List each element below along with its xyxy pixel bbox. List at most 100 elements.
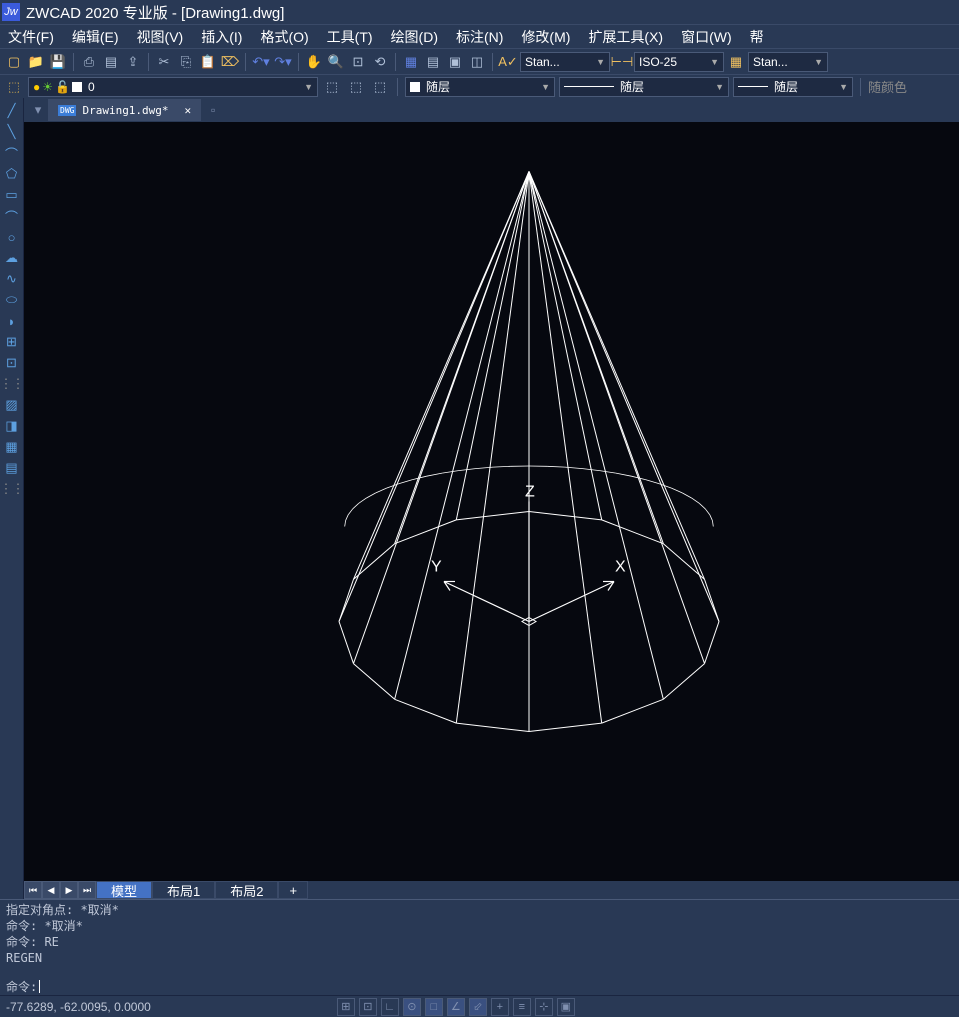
command-input[interactable]: 命令: xyxy=(0,977,959,995)
open-icon[interactable]: 📁 xyxy=(26,52,46,72)
polar-toggle-icon[interactable]: ⊙ xyxy=(403,998,421,1016)
tablestyle-icon[interactable]: ▦ xyxy=(726,52,746,72)
color-dropdown[interactable]: 随层 ▼ xyxy=(405,77,555,97)
gradient-tool-icon[interactable]: ◨ xyxy=(2,417,22,435)
calc-icon[interactable]: ▦ xyxy=(401,52,421,72)
lock-icon: 🔓 xyxy=(55,80,70,94)
tab-layout2[interactable]: 布局2 xyxy=(215,881,278,899)
sun-icon: ☀ xyxy=(42,80,53,94)
layer-manager-icon[interactable]: ⬚ xyxy=(4,77,24,97)
layer-state-icon[interactable]: ⬚ xyxy=(346,77,366,97)
scroll-last-icon[interactable]: ⏭ xyxy=(78,881,96,899)
ellipse-tool-icon[interactable]: ⬭ xyxy=(2,291,22,309)
cmd-line: REGEN xyxy=(6,950,953,966)
ellipse-arc-tool-icon[interactable]: ◗ xyxy=(2,312,22,330)
menu-tools[interactable]: 工具(T) xyxy=(327,27,373,47)
document-tab[interactable]: DWG Drawing1.dwg* ✕ xyxy=(48,99,201,121)
status-toggles: ⊞ ⊡ ∟ ⊙ □ ∠ ⬃ + ≡ ⊹ ▣ xyxy=(337,998,575,1016)
layer-iso-icon[interactable]: ⬚ xyxy=(370,77,390,97)
titlebar: Jw ZWCAD 2020 专业版 - [Drawing1.dwg] xyxy=(0,0,959,24)
spline-tool-icon[interactable]: ∿ xyxy=(2,270,22,288)
menu-edit[interactable]: 编辑(E) xyxy=(72,27,119,47)
undo-icon[interactable]: ↶▾ xyxy=(251,52,271,72)
more-icon[interactable]: ⋮⋮ xyxy=(2,480,22,498)
new-tab-button[interactable]: ▫ xyxy=(201,99,225,121)
drawing-canvas[interactable]: ZXY xyxy=(24,122,959,881)
menu-draw[interactable]: 绘图(D) xyxy=(391,27,438,47)
layer-prev-icon[interactable]: ⬚ xyxy=(322,77,342,97)
tabs-menu-icon[interactable]: ▾ xyxy=(28,100,48,120)
design-center-icon[interactable]: ▣ xyxy=(445,52,465,72)
textstyle-icon[interactable]: A✓ xyxy=(498,52,518,72)
table-tool-icon[interactable]: ▤ xyxy=(2,459,22,477)
insert-block-icon[interactable]: ⊞ xyxy=(2,333,22,351)
zoom-rt-icon[interactable]: 🔍 xyxy=(326,52,346,72)
menu-dim[interactable]: 标注(N) xyxy=(456,27,503,47)
lineweight-preview xyxy=(738,86,768,87)
toolbar-layers: ⬚ ● ☀ 🔓 0 ▼ ⬚ ⬚ ⬚ 随层 ▼ 随层 ▼ 随层 ▼ 随颜色 xyxy=(0,74,959,98)
lineweight-toggle-icon[interactable]: ≡ xyxy=(513,998,531,1016)
scroll-first-icon[interactable]: ⏮ xyxy=(24,881,42,899)
dyn-toggle-icon[interactable]: + xyxy=(491,998,509,1016)
hatch-tool-icon[interactable]: ▨ xyxy=(2,396,22,414)
xline-tool-icon[interactable]: ╲ xyxy=(2,123,22,141)
paste-icon[interactable]: 📋 xyxy=(198,52,218,72)
menu-window[interactable]: 窗口(W) xyxy=(681,27,732,47)
polyline-tool-icon[interactable]: ⌒ xyxy=(2,144,22,162)
model-toggle-icon[interactable]: ⊹ xyxy=(535,998,553,1016)
layer-dropdown[interactable]: ● ☀ 🔓 0 ▼ xyxy=(28,77,318,97)
table-style-dropdown[interactable]: Stan... ▼ xyxy=(748,52,828,72)
cycle-toggle-icon[interactable]: ▣ xyxy=(557,998,575,1016)
lineweight-dropdown[interactable]: 随层 ▼ xyxy=(733,77,853,97)
tab-model[interactable]: 模型 xyxy=(96,881,152,899)
rectangle-tool-icon[interactable]: ▭ xyxy=(2,186,22,204)
grid-toggle-icon[interactable]: ⊞ xyxy=(337,998,355,1016)
tab-add-layout[interactable]: + xyxy=(278,881,308,899)
tab-layout1[interactable]: 布局1 xyxy=(152,881,215,899)
revcloud-tool-icon[interactable]: ☁ xyxy=(2,249,22,267)
scroll-prev-icon[interactable]: ◀ xyxy=(42,881,60,899)
polygon-tool-icon[interactable]: ⬠ xyxy=(2,165,22,183)
publish-icon[interactable]: ⇪ xyxy=(123,52,143,72)
text-style-dropdown[interactable]: Stan... ▼ xyxy=(520,52,610,72)
match-icon[interactable]: ⌦ xyxy=(220,52,240,72)
make-block-icon[interactable]: ⊡ xyxy=(2,354,22,372)
copy-icon[interactable]: ⎘ xyxy=(176,52,196,72)
properties-icon[interactable]: ▤ xyxy=(423,52,443,72)
menu-format[interactable]: 格式(O) xyxy=(260,27,308,47)
app-logo-icon: Jw xyxy=(2,3,20,21)
snap-toggle-icon[interactable]: ⊡ xyxy=(359,998,377,1016)
command-area: 指定对角点: *取消* 命令: *取消* 命令: RE REGEN 命令: xyxy=(0,899,959,995)
menu-insert[interactable]: 插入(I) xyxy=(201,27,242,47)
redo-icon[interactable]: ↷▾ xyxy=(273,52,293,72)
lwt-toggle-icon[interactable]: ⬃ xyxy=(469,998,487,1016)
zoom-prev-icon[interactable]: ⟲ xyxy=(370,52,390,72)
menu-file[interactable]: 文件(F) xyxy=(8,27,54,47)
linetype-dropdown[interactable]: 随层 ▼ xyxy=(559,77,729,97)
save-icon[interactable]: 💾 xyxy=(48,52,68,72)
zoom-window-icon[interactable]: ⊡ xyxy=(348,52,368,72)
menu-express[interactable]: 扩展工具(X) xyxy=(588,27,663,47)
region-tool-icon[interactable]: ▦ xyxy=(2,438,22,456)
ortho-toggle-icon[interactable]: ∟ xyxy=(381,998,399,1016)
more-icon[interactable]: ⋮⋮ xyxy=(2,375,22,393)
close-tab-icon[interactable]: ✕ xyxy=(185,104,192,117)
scroll-next-icon[interactable]: ▶ xyxy=(60,881,78,899)
osnap-toggle-icon[interactable]: □ xyxy=(425,998,443,1016)
print-icon[interactable]: ⎙ xyxy=(79,52,99,72)
tool-palette-icon[interactable]: ◫ xyxy=(467,52,487,72)
new-icon[interactable]: ▢ xyxy=(4,52,24,72)
cut-icon[interactable]: ✂ xyxy=(154,52,174,72)
menu-modify[interactable]: 修改(M) xyxy=(521,27,570,47)
pan-icon[interactable]: ✋ xyxy=(304,52,324,72)
circle-tool-icon[interactable]: ○ xyxy=(2,228,22,246)
line-tool-icon[interactable]: ╱ xyxy=(2,102,22,120)
svg-text:X: X xyxy=(615,559,626,576)
dimstyle-icon[interactable]: ⊢⊣ xyxy=(612,52,632,72)
otrack-toggle-icon[interactable]: ∠ xyxy=(447,998,465,1016)
menu-view[interactable]: 视图(V) xyxy=(137,27,184,47)
arc-tool-icon[interactable]: ⌒ xyxy=(2,207,22,225)
dim-style-dropdown[interactable]: ISO-25 ▼ xyxy=(634,52,724,72)
menu-help[interactable]: 帮 xyxy=(750,27,764,47)
plot-preview-icon[interactable]: ▤ xyxy=(101,52,121,72)
